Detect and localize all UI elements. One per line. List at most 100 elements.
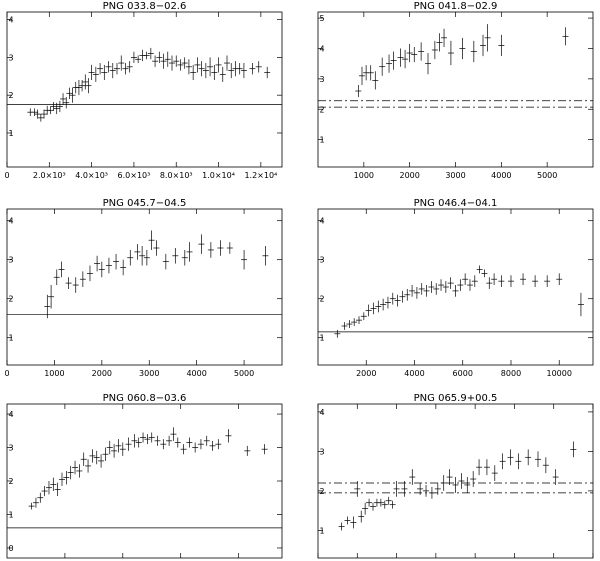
data-point — [207, 242, 214, 258]
data-point — [552, 469, 559, 485]
data-point — [452, 477, 459, 493]
data-point — [172, 248, 179, 264]
y-tick-label: 4 — [320, 217, 325, 226]
data-point — [447, 40, 454, 66]
x-tick-label: 1000 — [44, 369, 64, 378]
data-point — [350, 516, 357, 529]
data-point — [255, 61, 262, 73]
y-tick-label: 1 — [320, 334, 325, 343]
data-point — [60, 93, 67, 105]
data-point — [67, 465, 74, 480]
data-point — [113, 253, 120, 270]
data-point — [160, 439, 167, 450]
data-point — [79, 80, 86, 92]
x-tick-label: 3000 — [445, 171, 465, 180]
data-point — [170, 427, 177, 441]
data-point — [480, 34, 486, 57]
data-point — [86, 265, 93, 282]
y-tick-label: 0 — [9, 544, 14, 553]
y-tick-label: 4 — [9, 217, 14, 226]
data-point — [80, 452, 87, 466]
data-point — [76, 464, 83, 478]
data-point — [562, 27, 569, 46]
data-point — [433, 283, 440, 295]
data-point — [185, 59, 192, 75]
data-point — [152, 55, 159, 67]
data-point — [32, 497, 39, 508]
x-tick-label: 1.2×10⁴ — [244, 171, 277, 180]
data-point — [262, 246, 269, 266]
data-point — [411, 46, 418, 63]
data-point — [431, 40, 438, 60]
data-point — [85, 78, 92, 94]
data-point — [399, 290, 406, 303]
y-tick-label: 2 — [320, 295, 325, 304]
y-tick-label: 3 — [320, 75, 325, 84]
x-tick-label: 2000 — [399, 171, 419, 180]
data-point — [542, 457, 549, 474]
chart-title: PNG 065.9+00.5 — [414, 393, 498, 404]
data-point — [389, 500, 396, 509]
data-point — [98, 261, 105, 278]
data-point — [140, 432, 147, 443]
plot-frame — [317, 11, 594, 168]
data-point — [44, 294, 51, 319]
data-point — [355, 84, 362, 98]
data-point — [50, 477, 57, 492]
data-point — [89, 449, 96, 463]
data-point — [115, 439, 122, 453]
data-point — [570, 441, 577, 458]
x-tick-label: 0 — [4, 369, 9, 378]
data-point — [341, 322, 348, 330]
data-point — [356, 316, 363, 325]
data-point — [186, 242, 193, 262]
data-point — [88, 64, 95, 81]
data-point — [50, 101, 57, 112]
data-point — [390, 51, 397, 70]
data-point — [122, 63, 129, 75]
data-point — [156, 51, 163, 64]
data-point — [219, 66, 226, 82]
data-point — [92, 66, 99, 82]
data-point — [41, 109, 48, 119]
data-point — [75, 80, 82, 96]
x-tick-label: 5000 — [234, 369, 254, 378]
data-point — [59, 472, 65, 487]
data-point — [134, 244, 141, 260]
data-point — [72, 277, 79, 293]
data-point — [37, 492, 44, 503]
data-point — [556, 273, 563, 286]
data-point — [389, 292, 396, 305]
data-point — [105, 61, 112, 73]
data-point — [418, 42, 425, 61]
data-point — [241, 249, 248, 270]
data-point — [379, 57, 386, 76]
y-tick-label: 3 — [9, 53, 14, 62]
data-point — [97, 63, 104, 75]
y-tick-label: 4 — [320, 44, 325, 53]
data-point — [102, 447, 109, 461]
data-point — [186, 437, 193, 448]
data-point — [101, 64, 108, 81]
data-point — [423, 484, 430, 497]
data-point — [198, 234, 205, 254]
x-tick-label: 10000 — [547, 369, 572, 378]
data-point — [334, 329, 341, 338]
data-point — [483, 459, 490, 476]
data-point — [401, 481, 408, 497]
data-point — [209, 440, 216, 451]
data-point — [535, 451, 541, 468]
data-point — [386, 54, 393, 73]
data-point — [135, 55, 142, 64]
x-tick-label: 0 — [4, 171, 9, 180]
data-point — [125, 437, 132, 451]
chart-panel-3: PNG 045.7−04.5 0 1000 2000 3000 4000 5000 1 2 3 4 — [4, 198, 283, 378]
data-point — [360, 312, 367, 321]
data-point — [28, 502, 35, 510]
data-point — [425, 53, 431, 75]
data-point — [47, 106, 54, 115]
data-point — [402, 49, 409, 69]
y-tick-label: 1 — [9, 129, 14, 138]
data-point — [244, 445, 251, 456]
